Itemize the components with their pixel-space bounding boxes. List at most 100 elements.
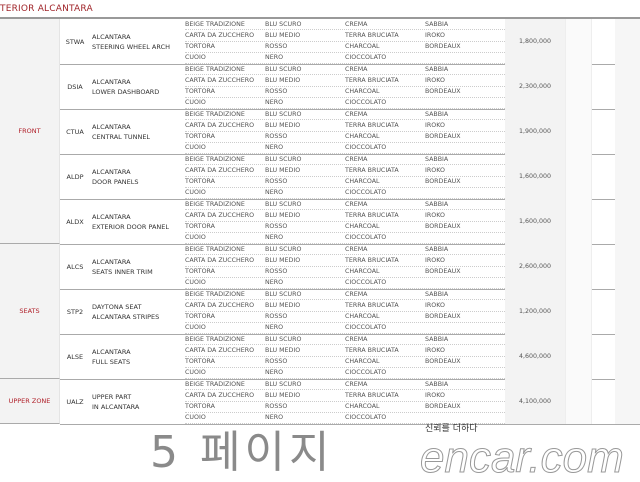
color-name: TORTORA xyxy=(185,178,215,185)
empty-cell xyxy=(565,109,592,154)
color-name: BORDEAUX xyxy=(425,358,461,365)
color-row: BEIGE TRADIZIONE BLU SCURO CREMA SABBIA xyxy=(185,289,505,301)
option-code: ALDP xyxy=(66,172,84,181)
color-row: BEIGE TRADIZIONE BLU SCURO CREMA SABBIA xyxy=(185,19,505,31)
option-price: 2,600,000 xyxy=(505,244,565,289)
color-name: TERRA BRUCIATA xyxy=(345,346,399,354)
color-name: CUOIO xyxy=(185,54,206,62)
empty-cell xyxy=(565,244,592,289)
option-code: UALZ xyxy=(66,397,84,406)
empty-cell xyxy=(615,379,640,424)
color-row: CARTA DA ZUCCHERO BLU MEDIO TERRA BRUCIATA… xyxy=(185,165,505,177)
color-name: IROKO xyxy=(425,301,445,309)
color-name: CIOCCOLATO xyxy=(345,144,387,152)
color-row: TORTORA ROSSO CHARCOAL BORDEAUX xyxy=(185,402,505,413)
color-name: BEIGE TRADIZIONE xyxy=(185,155,245,163)
color-row: BEIGE TRADIZIONE BLU SCURO CREMA SABBIA xyxy=(185,109,505,121)
description-line: ALCANTARA xyxy=(92,32,131,41)
color-row: CUOIO NERO CIOCCOLATO xyxy=(185,278,505,289)
color-name: BEIGE TRADIZIONE xyxy=(185,20,245,28)
description-line: DOOR PANELS xyxy=(92,177,139,186)
color-name: ROSSO xyxy=(265,43,288,50)
color-name: SABBIA xyxy=(425,20,449,28)
color-row: BEIGE TRADIZIONE BLU SCURO CREMA SABBIA xyxy=(185,379,505,391)
empty-cell xyxy=(565,289,592,334)
empty-cell xyxy=(565,154,592,199)
color-name: TERRA BRUCIATA xyxy=(345,391,399,399)
color-name: CHARCOAL xyxy=(345,133,380,140)
color-name: NERO xyxy=(265,144,284,152)
table-row: ALDX ALCANTARA EXTERIOR DOOR PANEL BEIGE TR… xyxy=(60,199,640,245)
color-name: BLU MEDIO xyxy=(265,166,301,174)
table-row: CTUA ALCANTARA CENTRAL TUNNEL BEIGE TRADIZI… xyxy=(60,109,640,155)
description-line: CENTRAL TUNNEL xyxy=(92,132,151,141)
color-name: BLU SCURO xyxy=(265,245,302,253)
color-name: CARTA DA ZUCCHERO xyxy=(185,301,255,309)
color-name: TERRA BRUCIATA xyxy=(345,166,399,174)
option-code: DSIA xyxy=(67,82,83,91)
color-name: BLU MEDIO xyxy=(265,121,301,129)
color-name: CHARCOAL xyxy=(345,358,380,365)
color-row: TORTORA ROSSO CHARCOAL BORDEAUX xyxy=(185,177,505,188)
color-row: CARTA DA ZUCCHERO BLU MEDIO TERRA BRUCIATA… xyxy=(185,120,505,132)
table-row: UALZ UPPER PART IN ALCANTARA BEIGE TRADIZIO… xyxy=(60,379,640,425)
color-name: SABBIA xyxy=(425,335,449,343)
color-name: CREMA xyxy=(345,110,368,118)
color-row: CARTA DA ZUCCHERO BLU MEDIO TERRA BRUCIATA… xyxy=(185,300,505,312)
color-row: BEIGE TRADIZIONE BLU SCURO CREMA SABBIA xyxy=(185,154,505,166)
color-name: BORDEAUX xyxy=(425,268,461,275)
option-description: ALCANTARA FULL SEATS xyxy=(92,334,182,379)
color-name: CIOCCOLATO xyxy=(345,414,387,422)
option-price: 4,600,000 xyxy=(505,334,565,379)
color-name: NERO xyxy=(265,54,284,62)
watermark-slogan: 신뢰를 더하다 xyxy=(425,424,478,434)
color-name: BORDEAUX xyxy=(425,133,461,140)
option-price: 4,100,000 xyxy=(505,379,565,424)
description-line: STEERING WHEEL ARCH xyxy=(92,42,170,51)
color-row: TORTORA ROSSO CHARCOAL BORDEAUX xyxy=(185,267,505,278)
color-row: TORTORA ROSSO CHARCOAL BORDEAUX xyxy=(185,222,505,233)
color-name: CREMA xyxy=(345,20,368,28)
color-name: NERO xyxy=(265,234,284,242)
color-row: BEIGE TRADIZIONE BLU SCURO CREMA SABBIA xyxy=(185,199,505,211)
color-name: BORDEAUX xyxy=(425,313,461,320)
color-name: CIOCCOLATO xyxy=(345,324,387,332)
color-name: CHARCOAL xyxy=(345,178,380,185)
color-name: TORTORA xyxy=(185,358,215,365)
option-price: 1,800,000 xyxy=(505,19,565,64)
option-code: STP2 xyxy=(66,307,84,316)
color-name: BORDEAUX xyxy=(425,178,461,185)
option-code: ALSE xyxy=(66,352,84,361)
color-name: CARTA DA ZUCCHERO xyxy=(185,391,255,399)
color-name: TORTORA xyxy=(185,313,215,320)
color-name: BORDEAUX xyxy=(425,88,461,95)
table-row: STWA ALCANTARA STEERING WHEEL ARCH BEIGE TR… xyxy=(60,19,640,65)
section-title: TERIOR ALCANTARA xyxy=(0,4,93,14)
color-name: IROKO xyxy=(425,76,445,84)
color-row: TORTORA ROSSO CHARCOAL BORDEAUX xyxy=(185,87,505,98)
color-name: CHARCOAL xyxy=(345,88,380,95)
description-line: ALCANTARA STRIPES xyxy=(92,312,160,321)
description-line: LOWER DASHBOARD xyxy=(92,87,160,96)
option-description: ALCANTARA DOOR PANELS xyxy=(92,154,182,199)
color-name: TORTORA xyxy=(185,88,215,95)
color-row: CARTA DA ZUCCHERO BLU MEDIO TERRA BRUCIATA… xyxy=(185,345,505,357)
description-line: EXTERIOR DOOR PANEL xyxy=(92,222,170,231)
color-row: CUOIO NERO CIOCCOLATO xyxy=(185,53,505,64)
color-name: BEIGE TRADIZIONE xyxy=(185,245,245,253)
color-name: ROSSO xyxy=(265,223,288,230)
option-description: ALCANTARA CENTRAL TUNNEL xyxy=(92,109,182,154)
color-name: CARTA DA ZUCCHERO xyxy=(185,166,255,174)
color-name: BLU MEDIO xyxy=(265,31,301,39)
zone-label: SEATS xyxy=(0,244,60,379)
option-price: 2,300,000 xyxy=(505,64,565,109)
color-name: CUOIO xyxy=(185,324,206,332)
color-name: BEIGE TRADIZIONE xyxy=(185,110,245,118)
color-name: CIOCCOLATO xyxy=(345,279,387,287)
color-name: IROKO xyxy=(425,391,445,399)
color-name: TORTORA xyxy=(185,223,215,230)
color-name: CREMA xyxy=(345,290,368,298)
color-name: CUOIO xyxy=(185,369,206,377)
color-row: CARTA DA ZUCCHERO BLU MEDIO TERRA BRUCIATA… xyxy=(185,75,505,87)
color-name: TERRA BRUCIATA xyxy=(345,76,399,84)
